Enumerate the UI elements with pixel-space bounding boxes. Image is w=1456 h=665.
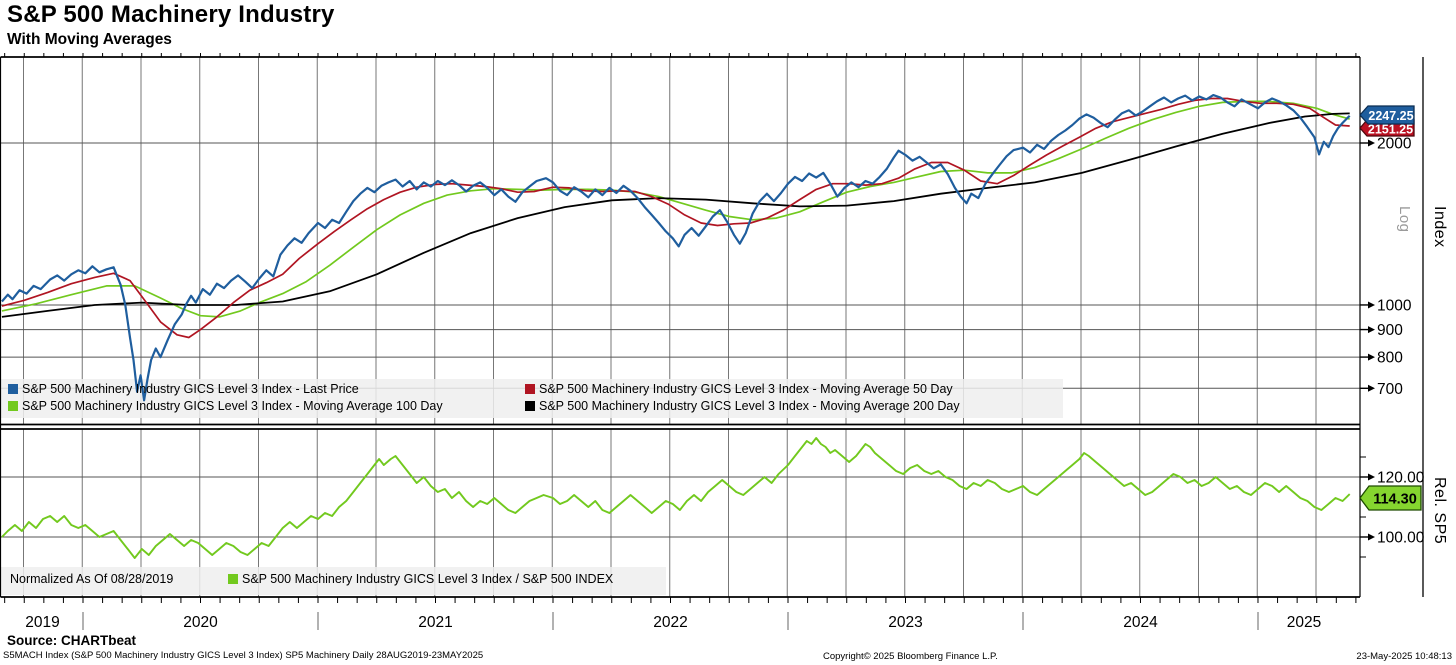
normalized-note-label: Normalized As Of 08/28/2019 — [10, 572, 174, 586]
lower-axis-title: Rel. SP5 — [1431, 477, 1448, 545]
legend-ma50: S&P 500 Machinery Industry GICS Level 3 … — [525, 381, 953, 397]
y-tick-arrow-icon — [1368, 353, 1375, 361]
x-axis-year-label: 2023 — [888, 614, 922, 631]
ratio-swatch-icon — [228, 574, 238, 584]
legend-ratio-label: S&P 500 Machinery Industry GICS Level 3 … — [242, 572, 614, 586]
price-line — [1, 94, 1351, 402]
x-axis-year-label: 2019 — [25, 614, 59, 631]
y-tick-arrow-icon — [1368, 384, 1375, 392]
page-subtitle: With Moving Averages — [7, 31, 172, 48]
y-tick-arrow-icon — [1368, 301, 1375, 309]
ma50-line — [1, 97, 1350, 339]
ma200-line — [1, 112, 1350, 318]
legend-ma100-label: S&P 500 Machinery Industry GICS Level 3 … — [22, 399, 443, 413]
copyright-text: Copyright© 2025 Bloomberg Finance L.P. — [823, 651, 998, 662]
ratio-badge — [1359, 485, 1422, 511]
legend-last-price-label: S&P 500 Machinery Industry GICS Level 3 … — [22, 382, 359, 396]
main-axis-title: Index — [1431, 206, 1448, 248]
legend-ma200-label: S&P 500 Machinery Industry GICS Level 3 … — [539, 399, 960, 413]
ma100-swatch-icon — [8, 401, 18, 411]
x-axis-year-label: 2025 — [1287, 614, 1321, 631]
log-scale-label: Log — [1396, 206, 1413, 233]
ratio-badge-value: 114.30 — [1373, 492, 1417, 508]
y-tick-label: 1000 — [1377, 297, 1412, 314]
last-price-badge — [1359, 105, 1415, 125]
x-axis-year-label: 2021 — [418, 614, 452, 631]
legend-ratio: S&P 500 Machinery Industry GICS Level 3 … — [228, 571, 613, 587]
ratio-line — [1, 437, 1351, 559]
x-axis-year-label: 2024 — [1123, 614, 1158, 631]
ma50-badge-value: 2151.25 — [1368, 123, 1413, 137]
ma200-swatch-icon — [525, 401, 535, 411]
y-tick-arrow-icon — [1368, 473, 1375, 481]
y-tick-label: 900 — [1377, 322, 1403, 339]
legend-ma50-label: S&P 500 Machinery Industry GICS Level 3 … — [539, 382, 953, 396]
source-line: Source: CHARTbeat — [7, 633, 137, 648]
y-tick-label: 120.00 — [1377, 470, 1425, 487]
last-price-badge-value: 2247.25 — [1368, 109, 1413, 123]
x-axis-year-label: 2020 — [183, 614, 218, 631]
page-title: S&P 500 Machinery Industry — [7, 1, 335, 28]
legend-ma100: S&P 500 Machinery Industry GICS Level 3 … — [8, 398, 443, 414]
y-tick-label: 800 — [1377, 350, 1403, 367]
x-axis-year-label: 2022 — [653, 614, 687, 631]
y-tick-arrow-icon — [1368, 326, 1375, 334]
y-tick-label: 2000 — [1377, 136, 1412, 153]
y-tick-arrow-icon — [1368, 533, 1375, 541]
ma50-swatch-icon — [525, 384, 535, 394]
ma100-line — [1, 100, 1350, 318]
normalized-note: Normalized As Of 08/28/2019 — [10, 571, 173, 587]
security-fineprint: S5MACH Index (S&P 500 Machinery Industry… — [3, 650, 484, 661]
legend-ma200: S&P 500 Machinery Industry GICS Level 3 … — [525, 398, 960, 414]
lower-legend-band — [0, 567, 666, 595]
legend-last-price: S&P 500 Machinery Industry GICS Level 3 … — [8, 381, 359, 397]
last-price-swatch-icon — [8, 384, 18, 394]
timestamp-text: 23-May-2025 10:48:13 — [1356, 651, 1452, 662]
y-tick-label: 700 — [1377, 381, 1403, 398]
y-tick-arrow-icon — [1368, 139, 1375, 147]
y-tick-label: 100.00 — [1377, 530, 1425, 547]
